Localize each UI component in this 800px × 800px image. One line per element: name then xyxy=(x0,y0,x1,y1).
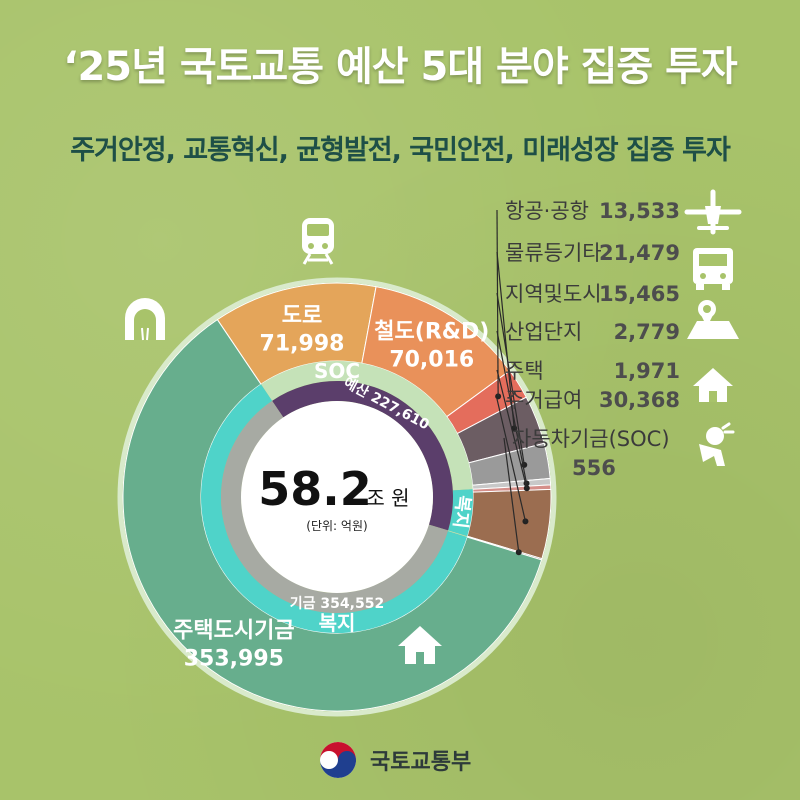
person-icon xyxy=(699,422,735,466)
ring-soc xyxy=(260,361,473,491)
total-unit: 조 원 xyxy=(366,486,409,510)
legend-name-산업단지: 산업단지 xyxy=(505,320,582,344)
leader-line xyxy=(496,330,528,484)
ministry-name: 국토교통부 xyxy=(370,750,472,775)
ring-soc-fund xyxy=(447,530,468,537)
leader-line xyxy=(496,292,525,465)
legend-name-주거급여: 주거급여 xyxy=(505,388,582,412)
center-hub xyxy=(265,425,409,569)
total-value: 58.2 xyxy=(258,462,372,516)
slice-value-주택도시기금: 353,995 xyxy=(184,647,284,672)
truck-icon xyxy=(693,248,733,290)
map-pin-icon xyxy=(687,300,739,339)
legend-value-주택: 1,971 xyxy=(614,359,680,383)
leader-lines xyxy=(495,209,530,556)
ring-welfare-budget xyxy=(448,489,473,537)
group-label-welfare-budget: 복지 xyxy=(449,494,474,529)
fund-label: 기금 354,552 xyxy=(290,596,384,612)
train-icon xyxy=(302,218,334,265)
legend-name-항공-공항: 항공·공항 xyxy=(505,199,589,223)
legend-value-산업단지: 2,779 xyxy=(614,320,680,344)
slice-name-도로: 도로 xyxy=(282,304,322,329)
slice-value-철도-R-D: 70,016 xyxy=(389,347,474,372)
ring-budget xyxy=(272,380,454,531)
leader-line xyxy=(496,209,499,397)
slice-name-철도-R-D: 철도(R&D) xyxy=(374,319,489,344)
house-icon xyxy=(398,626,442,664)
leader-line xyxy=(503,437,520,553)
legend-name-주택: 주택 xyxy=(505,359,544,383)
house-icon xyxy=(693,368,733,402)
unit-note: (단위: 억원) xyxy=(306,519,367,533)
airplane-icon xyxy=(684,189,742,235)
leader-line xyxy=(496,398,527,522)
legend-name-물류등기타: 물류등기타 xyxy=(505,241,602,265)
legend-value-주거급여: 30,368 xyxy=(599,388,680,412)
legend-name-지역및도시: 지역및도시 xyxy=(505,282,602,306)
legend-name-자동차기금-SOC: 자동차기금(SOC) xyxy=(512,427,670,451)
category-ring xyxy=(200,361,473,634)
legend-value-항공-공항: 13,533 xyxy=(599,199,680,223)
outer-ring xyxy=(117,277,557,717)
government-emblem-icon xyxy=(320,742,356,778)
legend-value-지역및도시: 15,465 xyxy=(599,282,680,306)
footer: 국토교통부 xyxy=(318,738,471,782)
tunnel-icon xyxy=(125,298,165,341)
slice-value-도로: 71,998 xyxy=(260,332,345,357)
group-label-soc: SOC xyxy=(314,359,360,383)
legend-value-자동차기금-SOC: 556 xyxy=(572,456,616,480)
outer-rim xyxy=(117,277,557,717)
slice-name-주택도시기금: 주택도시기금 xyxy=(173,619,294,644)
page-title: ‘25년 국토교통 예산 5대 분야 집중 투자 xyxy=(63,44,737,90)
leader-line xyxy=(496,369,528,489)
legend-value-물류등기타: 21,479 xyxy=(599,241,680,265)
leader-line xyxy=(496,251,515,429)
group-label-welfare-fund: 복지 xyxy=(319,611,356,635)
page-subtitle: 주거안정, 교통혁신, 균형발전, 국민안전, 미래성장 집중 투자 xyxy=(70,135,731,166)
